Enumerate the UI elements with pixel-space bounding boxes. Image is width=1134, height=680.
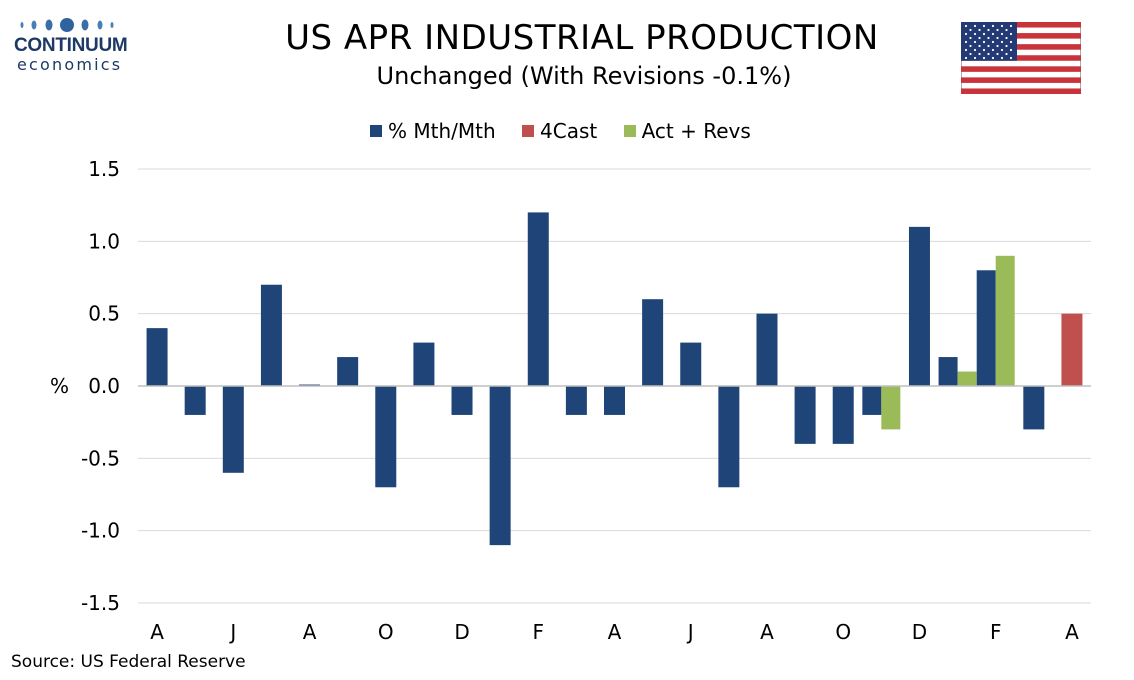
legend-label-act-revs: Act + Revs [641,119,751,143]
x-tick-label: A [150,620,164,644]
bar-mth [565,386,587,415]
x-tick-label: O [835,620,851,644]
bar-4cast [1061,313,1083,386]
chart-subtitle: Unchanged (With Revisions -0.1%) [376,62,792,90]
x-tick-label: O [378,620,394,644]
legend-label-4cast: 4Cast [540,119,598,143]
legend-item-act-revs: Act + Revs [623,119,751,143]
legend-item-mth: % Mth/Mth [370,119,496,143]
x-tick-label: F [990,620,1002,644]
bar-act-revs [995,255,1015,386]
y-tick-label: -1.5 [81,591,120,615]
logo-sub: economics [17,55,123,74]
bar-mth [1023,386,1045,430]
x-tick-label: A [1065,620,1079,644]
bar-mth [976,270,996,386]
chart-title: US APR INDUSTRIAL PRODUCTION [285,18,879,58]
x-tick-label: A [303,620,317,644]
bar-mth [604,386,625,415]
y-tick-label: 1.0 [88,229,120,253]
legend-swatch-mth [370,125,382,137]
bar-mth [184,386,206,415]
x-tick-label: F [533,620,545,644]
bar-mth [908,226,930,386]
bar-mth [756,313,778,386]
legend-label-mth: % Mth/Mth [388,119,496,143]
y-tick-label: 0.0 [88,374,120,398]
bar-act-revs [957,371,977,386]
us-flag-icon [960,21,1082,95]
bar-mth [862,386,882,415]
bar-mth [527,212,549,386]
bar-mth [489,386,511,546]
y-tick-label: -0.5 [81,446,120,470]
bar-mth [337,357,359,386]
chart-legend: % Mth/Mth 4Cast Act + Revs [370,119,771,143]
x-tick-label: J [228,620,236,644]
logo-dots-icon [14,14,134,36]
x-tick-label: A [760,620,774,644]
bar-mth [832,386,854,444]
bar-mth [146,328,168,386]
bar-mth [375,386,397,488]
logo: CONTINUUM economics [14,14,134,74]
y-tick-label: 1.5 [88,157,120,181]
bar-mth [451,386,473,415]
bar-act-revs [881,386,901,430]
bar-mth [642,299,664,386]
x-tick-label: J [686,620,694,644]
y-axis-label: % [50,374,69,398]
bar-mth [718,386,740,488]
bar-mth [260,284,282,386]
bar-mth [680,342,702,386]
bar-mth [794,386,816,444]
bar-mth [222,386,244,473]
legend-swatch-act-revs [623,125,636,137]
x-tick-label: D [454,620,469,644]
bar-mth [938,357,958,386]
source-note: Source: US Federal Reserve [11,652,246,672]
legend-item-4cast: 4Cast [522,119,597,143]
x-tick-label: D [912,620,927,644]
y-tick-label: 0.5 [88,302,120,326]
legend-swatch-4cast [522,125,535,137]
bar-mth [413,342,435,386]
logo-name: CONTINUUM [14,35,128,56]
x-tick-label: A [608,620,622,644]
y-tick-label: -1.0 [81,519,120,543]
